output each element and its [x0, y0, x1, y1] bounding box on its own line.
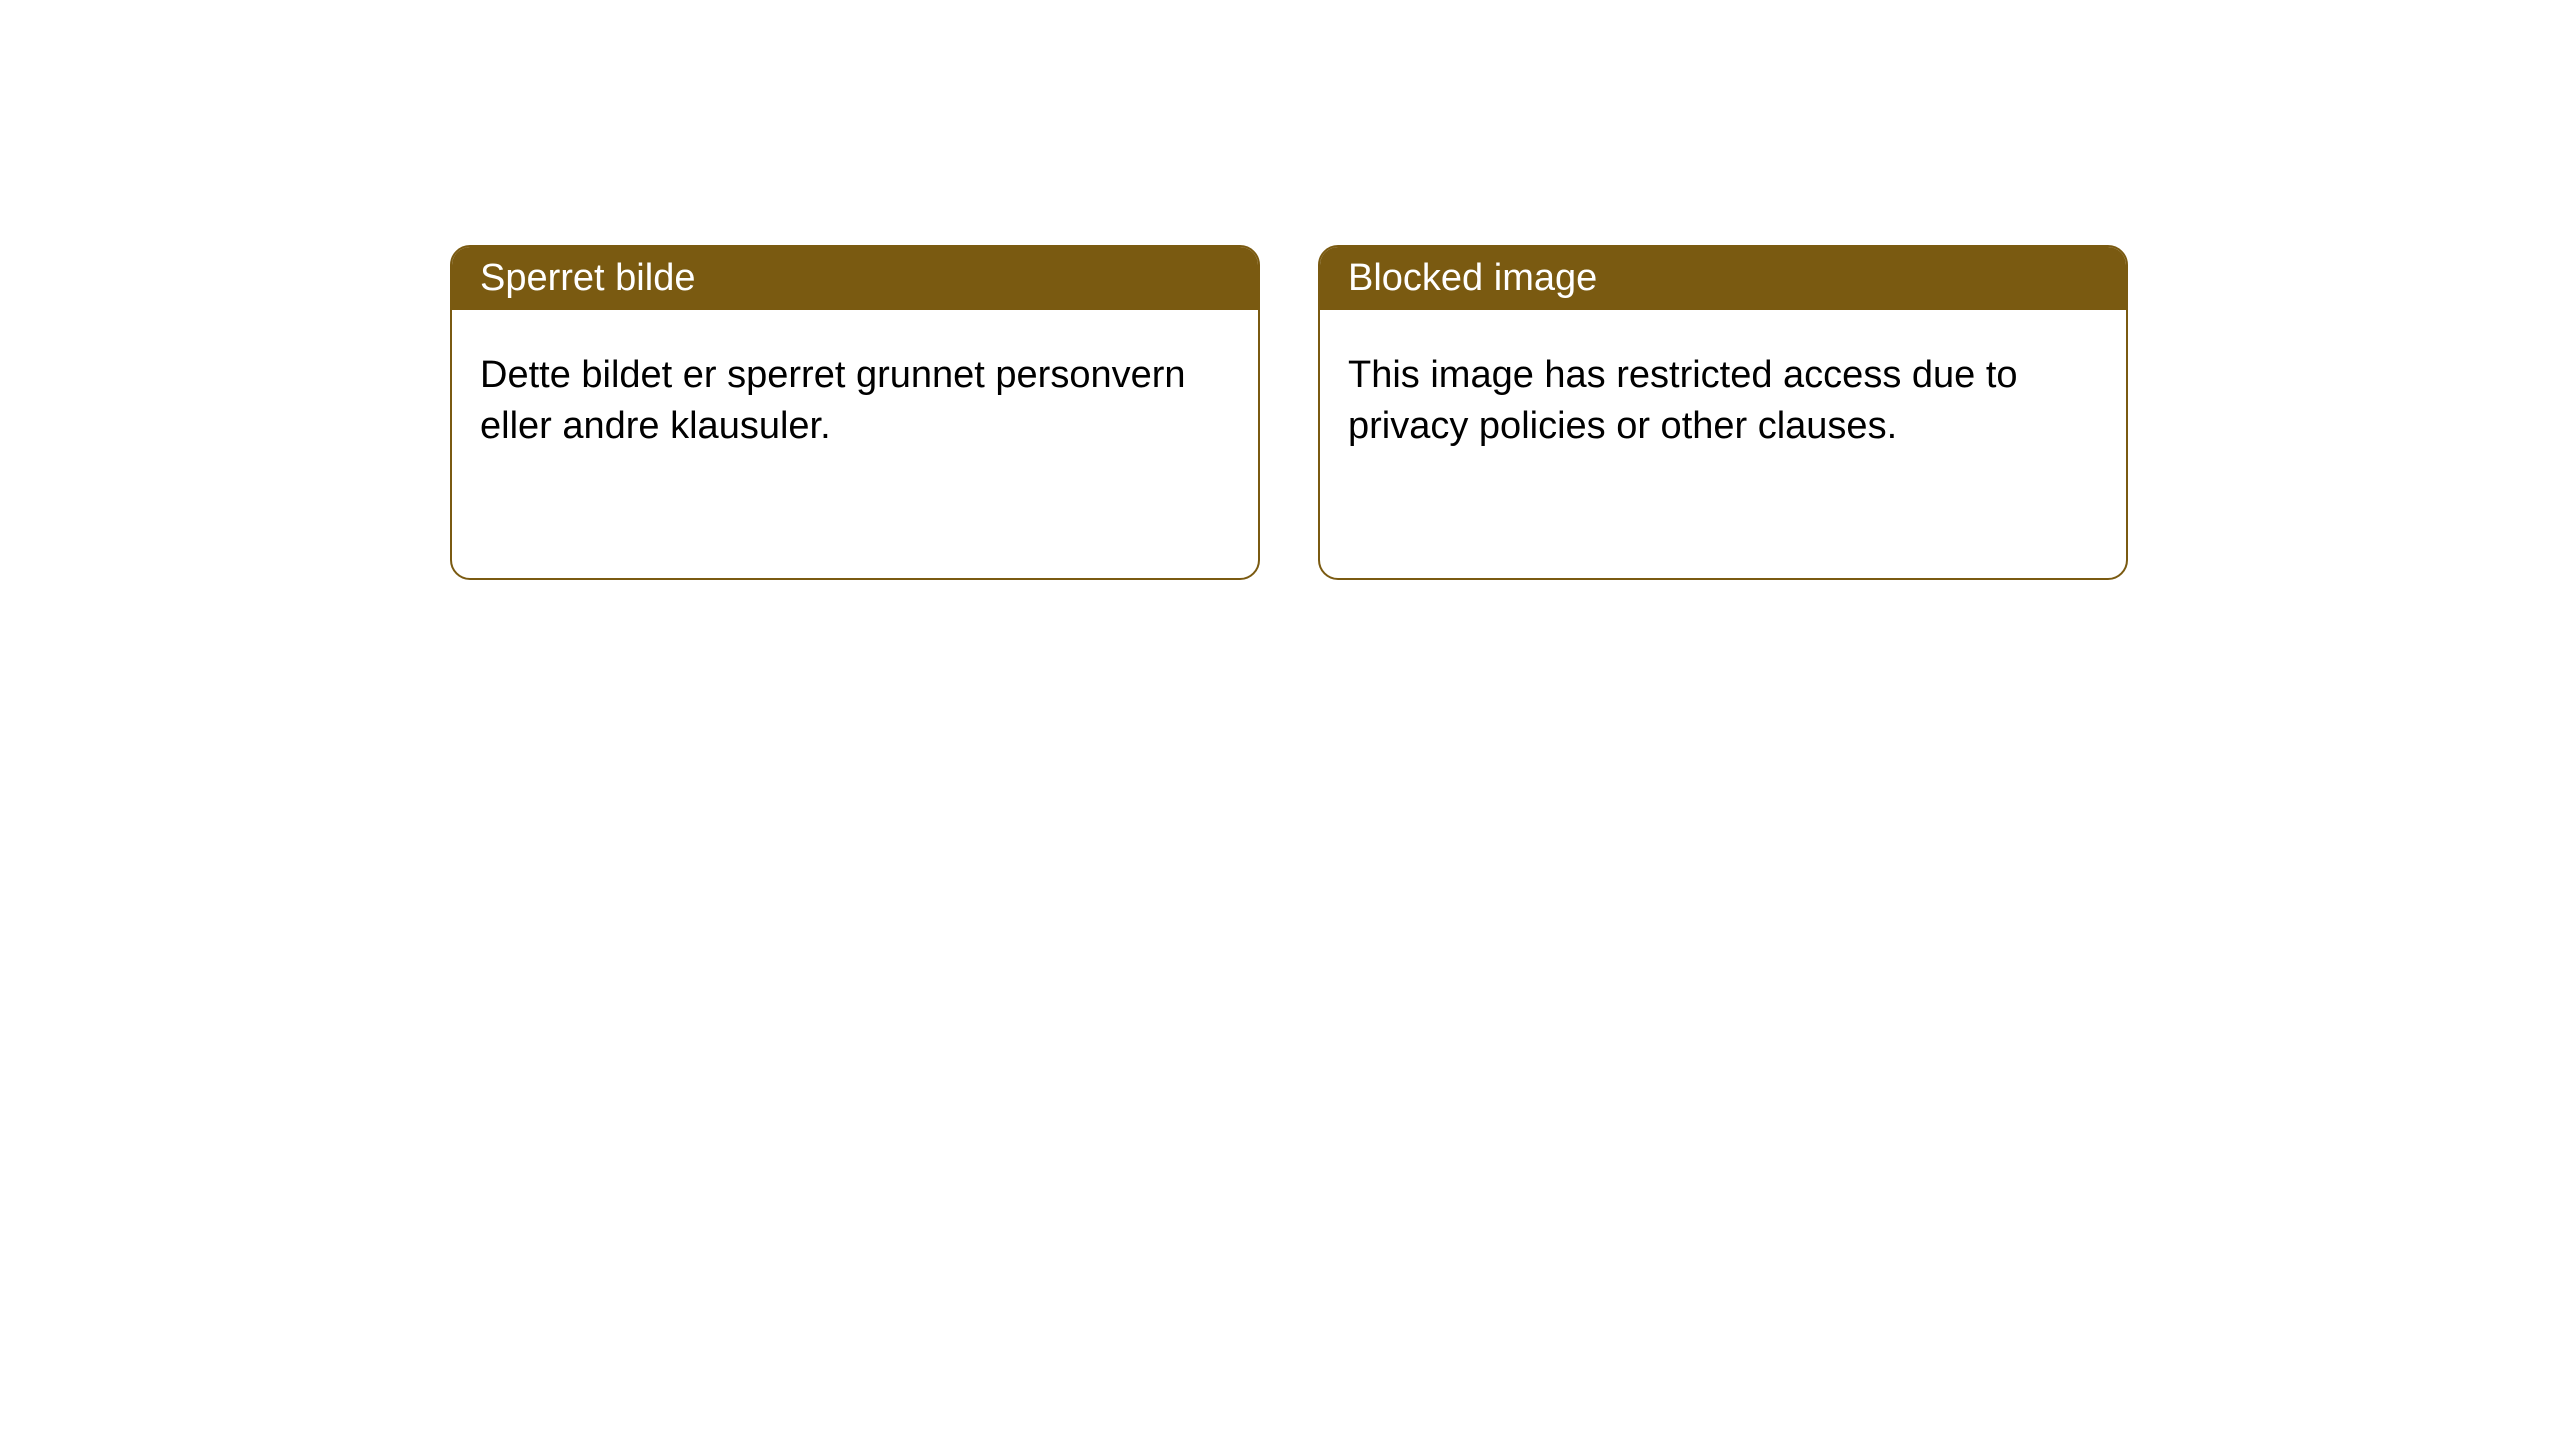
notice-cards-container: Sperret bilde Dette bildet er sperret gr…	[0, 0, 2560, 580]
notice-card-english: Blocked image This image has restricted …	[1318, 245, 2128, 580]
card-body-english: This image has restricted access due to …	[1320, 310, 2126, 493]
notice-card-norwegian: Sperret bilde Dette bildet er sperret gr…	[450, 245, 1260, 580]
card-header-english: Blocked image	[1320, 247, 2126, 310]
card-body-norwegian: Dette bildet er sperret grunnet personve…	[452, 310, 1258, 493]
card-header-norwegian: Sperret bilde	[452, 247, 1258, 310]
